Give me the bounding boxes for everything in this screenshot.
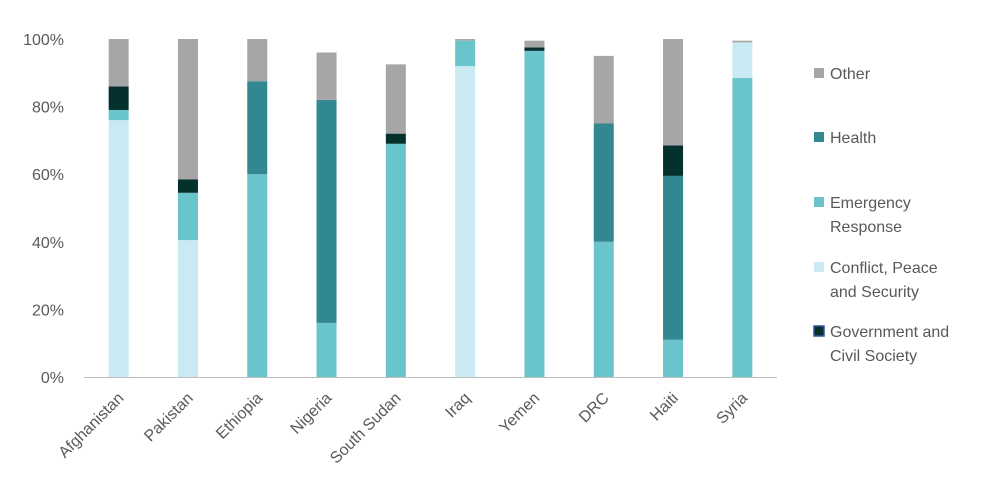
bar-stack-ethiopia [247,39,268,377]
bar-stack-yemen [524,40,545,378]
bar-segment-other [455,39,476,41]
bar-segment-emergency [524,50,545,378]
y-tick-label: 100% [23,32,64,49]
legend-swatch [813,325,825,337]
bar-stack-syria [732,40,753,378]
x-tick-label: Pakistan [141,390,196,445]
bar-segment-health [316,99,337,323]
bar-segment-conflict [108,120,129,378]
legend-label: Health [830,130,876,147]
bar-segment-other [247,39,268,82]
bar-segment-conflict [455,66,476,377]
bar-segment-other [108,39,129,87]
legend-label: Other [830,66,871,83]
x-tick-label: Ethiopia [213,390,266,443]
x-tick-label: Haiti [647,390,682,425]
bar-stack-pakistan [177,39,198,377]
y-axis: 0% 20% 40% 60% 80% 100% [23,32,64,387]
bar-segment-health [247,81,268,175]
legend-swatch [814,262,824,272]
bar-segment-emergency [385,143,406,377]
x-tick-label: Nigeria [288,390,336,438]
legend-item-government: Government and Civil Society [813,324,949,365]
x-tick-label: South Sudan [327,390,404,467]
bar-segment-emergency [732,77,753,378]
bar-segment-other [385,64,406,134]
bar-stack-iraq [455,39,476,377]
x-tick-label: DRC [576,390,613,427]
bar-stack-afghanistan [108,39,129,378]
bar-stack-nigeria [316,52,337,377]
bar-segment-government [108,86,129,110]
bar-segment-other [316,52,337,100]
legend-swatch [814,197,824,207]
bar-segment-other [177,39,198,180]
legend-item-conflict: Conflict, Peace and Security [814,260,938,301]
bar-segment-other [732,40,753,43]
x-axis-labels: Afghanistan Pakistan Ethiopia NigeriaSouth … [56,390,752,468]
bar-segment-other [524,40,545,48]
legend-swatch [814,132,824,142]
y-tick-label: 20% [32,302,64,319]
x-tick-label: Afghanistan [56,390,128,462]
bar-segment-government [385,133,406,144]
legend-swatch [814,68,824,78]
bar-segment-emergency [177,192,198,241]
x-tick-label: Yemen [496,390,543,437]
legend: Other Health Emergency Response Conflict, Pe… [813,66,949,365]
legend-item-other: Other [814,66,871,83]
legend-label: Civil Society [830,348,917,365]
legend-item-emergency: Emergency Response [814,195,911,236]
bar-stack-south-sudan [385,64,406,377]
y-tick-label: 60% [32,167,64,184]
y-tick-label: 40% [32,235,64,252]
bar-segment-government [524,47,545,51]
bar-segment-conflict [732,42,753,78]
bar-stack-drc [593,55,614,377]
x-tick-label: Iraq [442,390,474,422]
bars-area [108,39,753,378]
bar-segment-emergency [593,241,614,377]
legend-label: Emergency [830,195,911,212]
bar-segment-emergency [316,322,337,377]
legend-label: Conflict, Peace [830,260,938,277]
legend-label: Response [830,219,902,236]
bar-segment-other [593,55,614,124]
bar-segment-government [663,145,684,176]
bar-segment-emergency [247,174,268,377]
bar-segment-emergency [663,339,684,377]
bar-segment-health [663,175,684,340]
bar-segment-emergency [455,40,476,67]
bar-segment-government [177,179,198,193]
bar-segment-health [593,123,614,242]
bar-segment-other [663,39,684,146]
x-tick-label: Syria [713,390,751,428]
legend-label: and Security [830,284,919,301]
y-tick-label: 80% [32,100,64,117]
legend-label: Government and [830,324,949,341]
y-tick-label: 0% [41,370,64,387]
bar-segment-conflict [177,240,198,377]
bar-segment-emergency [108,109,129,121]
bar-stack-haiti [663,39,684,377]
legend-item-health: Health [814,130,876,147]
